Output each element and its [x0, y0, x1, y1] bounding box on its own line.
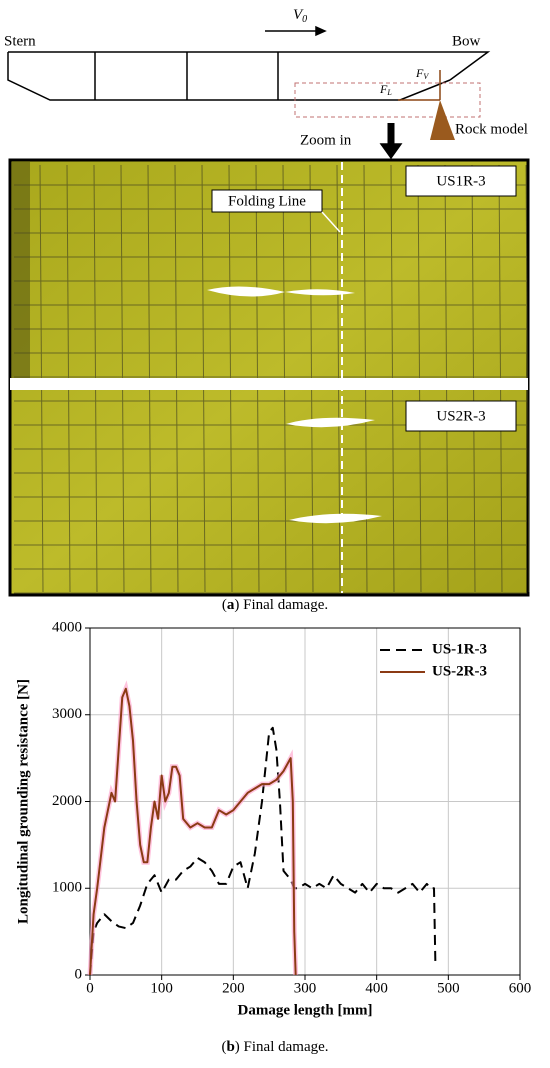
zoom-in-label: Zoom in: [300, 132, 352, 148]
photo-shadow: [12, 162, 30, 378]
x-tick-label: 600: [509, 980, 532, 996]
hull-bottom: [7, 52, 451, 101]
x-tick-label: 500: [437, 980, 460, 996]
damage-hole: [207, 286, 355, 297]
chart: 0 100 200 300 400 500 600 0 1000 2000 3000 4000 Dama…: [15, 619, 531, 1018]
specimen-label: US1R-3: [436, 173, 485, 189]
hull-top: [8, 51, 491, 81]
photo-separator: [10, 378, 528, 390]
rock-model: [430, 100, 455, 140]
label-box: [405, 165, 517, 197]
y-tick-label: 3000: [52, 706, 82, 722]
y-tick-label: 4000: [52, 619, 82, 635]
folding-line-label: Folding Line: [228, 193, 306, 209]
stern-label: Stern: [4, 33, 36, 49]
arrowhead: [315, 25, 327, 37]
velocity-label: V0: [293, 7, 307, 25]
caption: (a) Final damage.: [222, 597, 328, 613]
y-tick-label: 0: [75, 966, 83, 982]
x-tick-label: 400: [365, 980, 388, 996]
x-axis-label: Damage length [mm]: [238, 1002, 373, 1018]
label-box: [211, 189, 323, 213]
pointer: [321, 211, 341, 233]
bow-label: Bow: [452, 33, 481, 49]
plot-frame: [89, 627, 521, 976]
series-line: [89, 687, 297, 976]
arrowhead: [379, 143, 403, 160]
zoom-box: [294, 82, 481, 118]
rock-model-label: Rock model: [455, 121, 528, 137]
legend-label: US-1R-3: [432, 641, 487, 657]
x-tick-label: 100: [150, 980, 173, 996]
x-tick-label: 300: [294, 980, 317, 996]
damage-hole: [286, 417, 375, 428]
force-l-label: FL: [379, 82, 392, 97]
y-axis-label: Longitudinal grounding resistance [N]: [15, 679, 31, 924]
y-tick-label: 1000: [52, 880, 82, 896]
force-v-label: FV: [415, 66, 429, 81]
series-line: [89, 726, 437, 976]
x-tick-label: 200: [222, 980, 245, 996]
legend-label: US-2R-3: [432, 663, 487, 679]
damage-hole: [289, 513, 382, 524]
label-box: [405, 400, 517, 432]
x-tick-label: 0: [86, 980, 94, 996]
specimen-label: US2R-3: [436, 408, 485, 424]
caption: (b) Final damage.: [221, 1039, 328, 1055]
y-tick-label: 2000: [52, 793, 82, 809]
schematic: [7, 25, 491, 160]
